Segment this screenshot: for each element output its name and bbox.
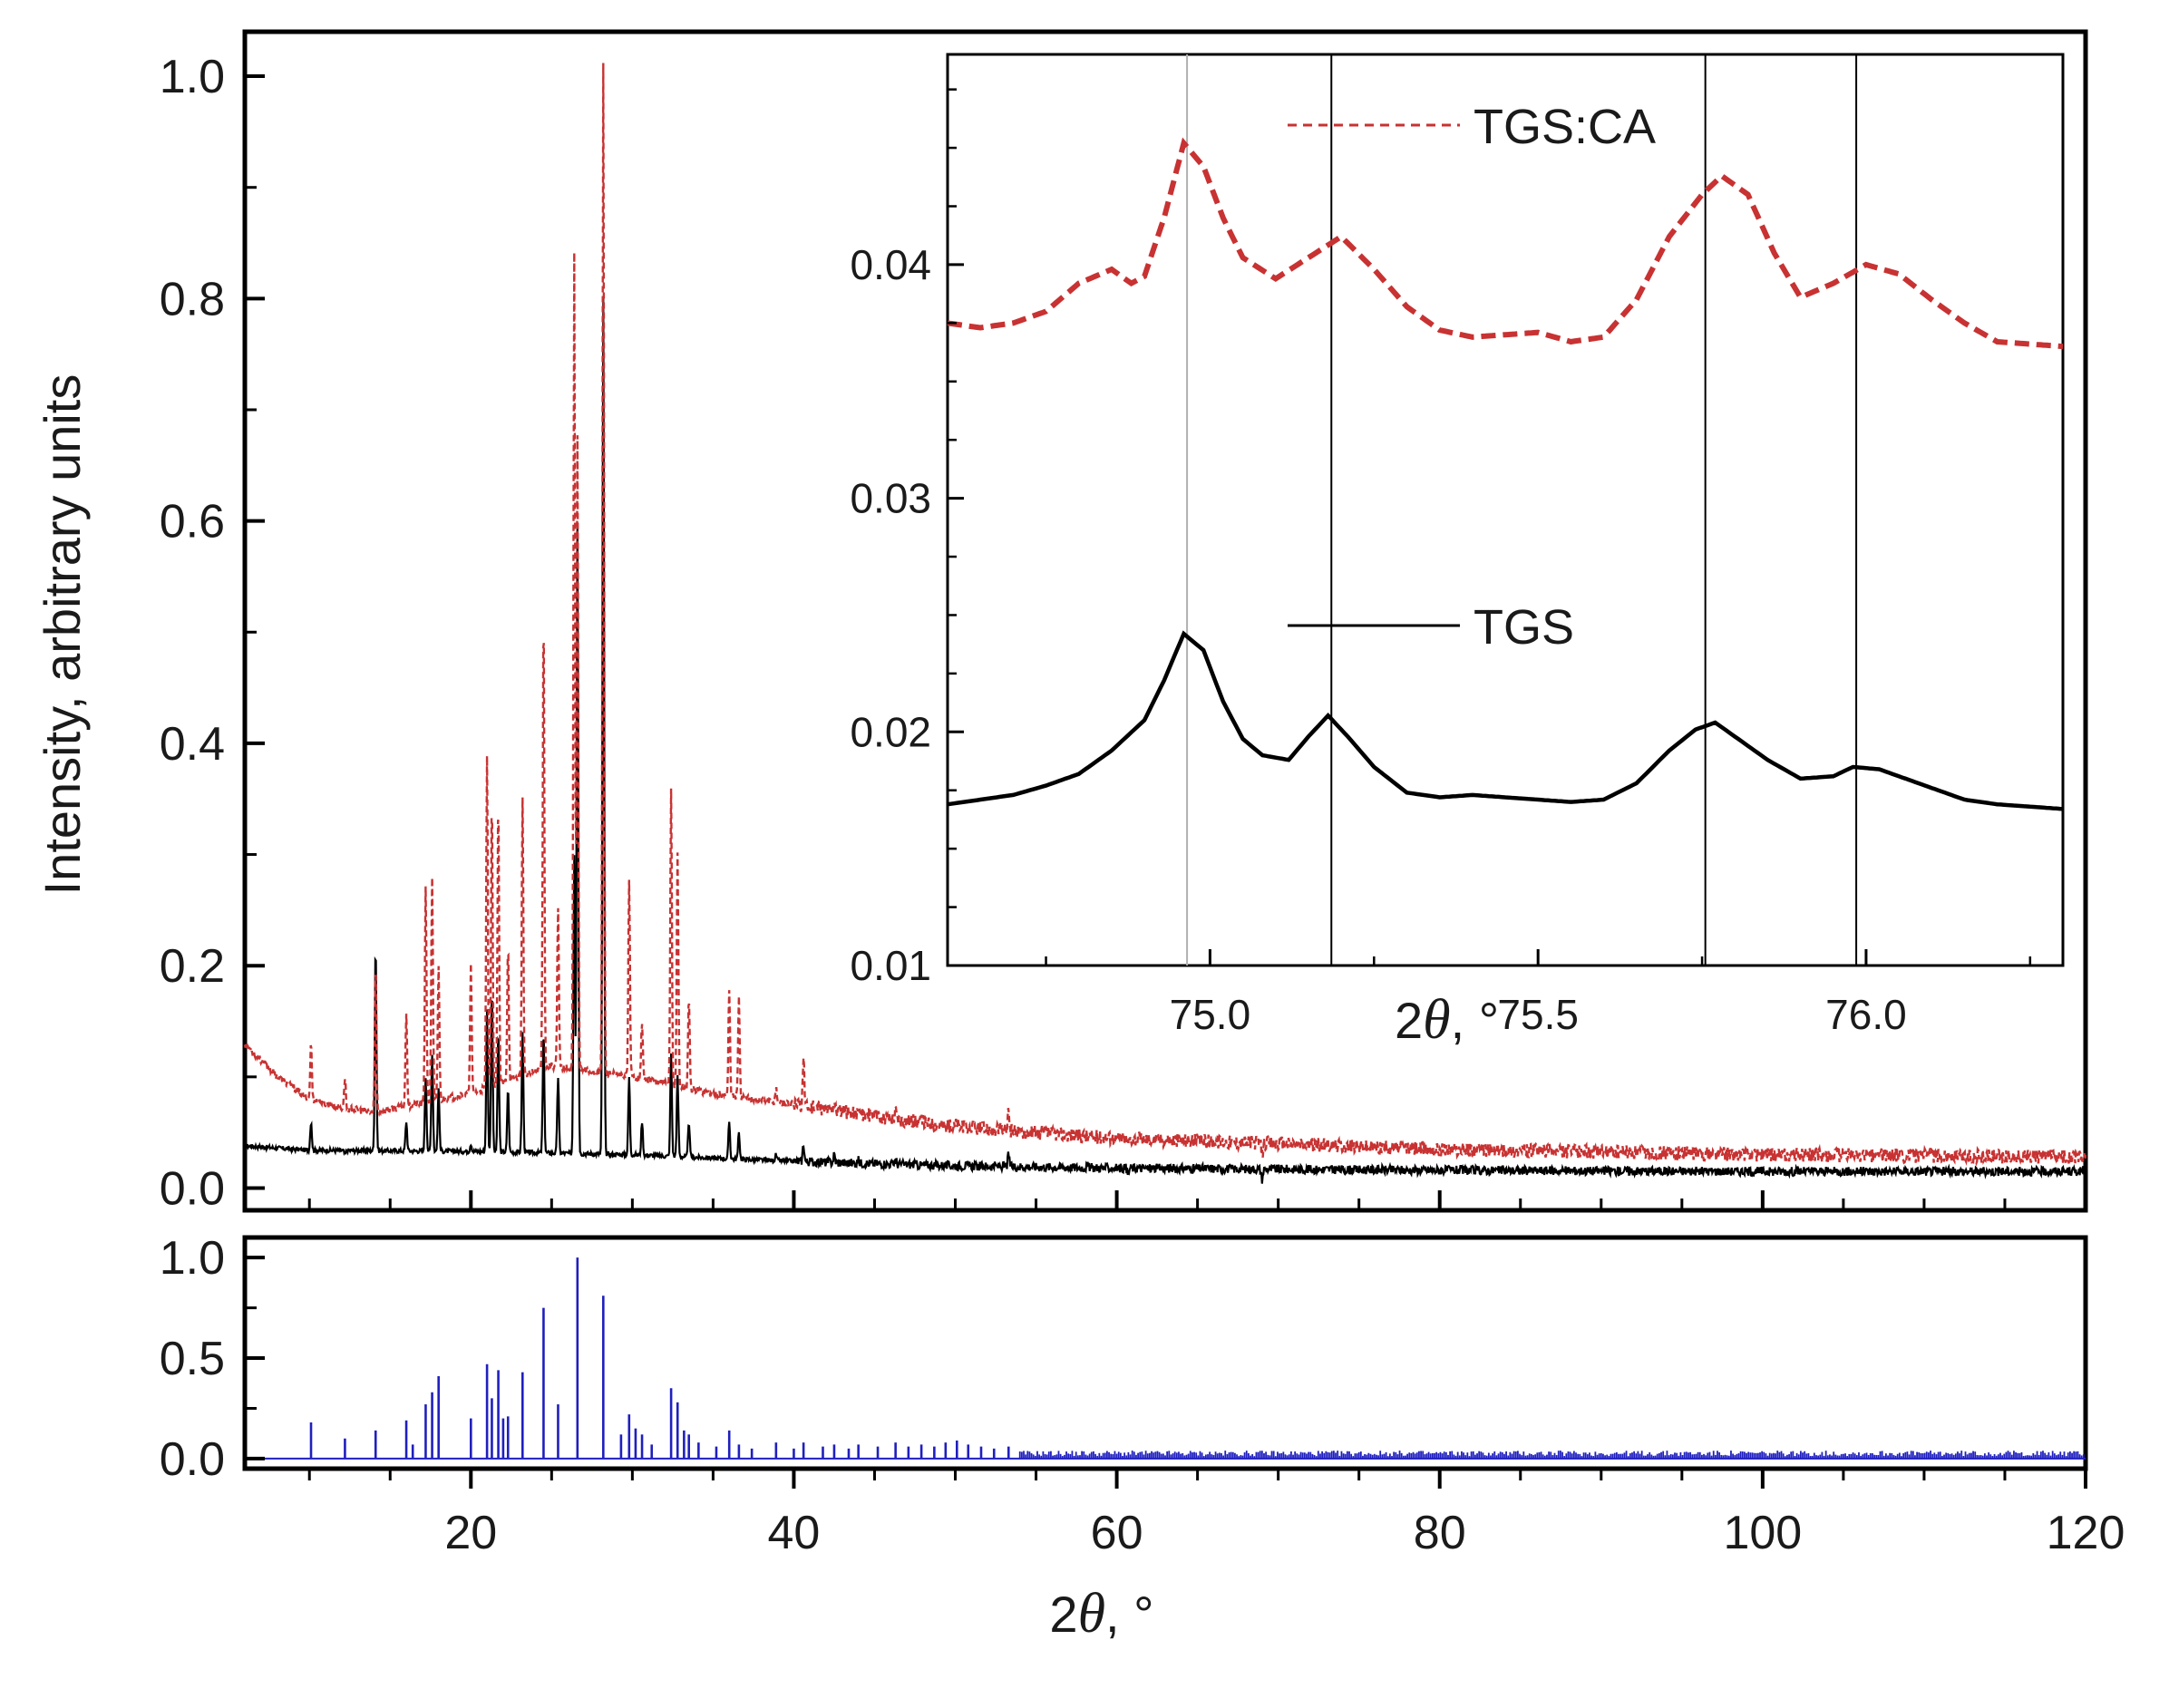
x-tick-label: 40 [768, 1507, 821, 1559]
x-title-prefix: 2 [1049, 1586, 1077, 1643]
inset-y-tick-label: 0.04 [850, 241, 931, 288]
main-series-line-tgs [244, 296, 2087, 1184]
inset-plot-frame [946, 53, 2065, 967]
inset-ticks-group: 0.01 0.02 0.03 0.04 75.0 75.5 76.0 [850, 88, 2032, 1038]
inset-x-tick-label: 76.0 [1825, 991, 1907, 1038]
reference-y-tick-label: 1.0 [160, 1232, 225, 1285]
inset-series-group [947, 137, 2064, 811]
reference-y-tick-label: 0.0 [160, 1433, 225, 1486]
main-y-tick-label: 0.2 [160, 940, 225, 993]
inset-series-line-tgs [947, 630, 2064, 811]
main-y-tick-label: 0.6 [160, 496, 225, 548]
inset-series-line-tgsca [947, 137, 2064, 350]
main-y-tick-label: 1.0 [160, 51, 225, 103]
inset-legend: TGS:CA TGS [1288, 100, 1656, 655]
x-tick-label: 100 [1723, 1507, 1802, 1559]
x-tick-label: 20 [444, 1507, 497, 1559]
inset-y-tick-label: 0.02 [850, 708, 931, 755]
inset-x-axis-title: 2θ, ° [1395, 989, 1499, 1051]
reference-panel: 0.0 0.5 1.0 20 40 60 80 100 120 [160, 1232, 2125, 1559]
legend-label-tgs: TGS [1474, 600, 1574, 655]
x-title-suffix: , ° [1105, 1586, 1154, 1643]
main-series-group [243, 63, 2087, 1184]
reference-sticks-group [245, 1257, 2086, 1460]
x-tick-label: 80 [1414, 1507, 1466, 1559]
main-plot-frame [242, 29, 2088, 1213]
inset-x-title-suffix: , ° [1451, 992, 1500, 1049]
inset-x-tick-label: 75.5 [1497, 991, 1579, 1038]
main-series-line-tgsca [243, 63, 2087, 1167]
inset-x-title-prefix: 2 [1395, 992, 1423, 1049]
inset-x-title-theta: θ [1423, 989, 1450, 1051]
inset-reference-lines [1186, 54, 1858, 966]
inset-y-tick-label: 0.03 [850, 475, 931, 522]
x-tick-label: 120 [2047, 1507, 2125, 1559]
main-y-tick-label: 0.0 [160, 1162, 225, 1215]
main-y-tick-label: 0.4 [160, 718, 225, 771]
main-ticks-group: 0.0 0.2 0.4 0.6 0.8 1.0 [160, 51, 2087, 1215]
bottom-x-axis-title: 2θ, ° [1049, 1583, 1153, 1645]
reference-plot-frame [242, 1235, 2088, 1471]
main-y-axis-title: Intensity, arbitrary units [34, 374, 91, 896]
x-title-theta: θ [1078, 1583, 1105, 1645]
inset-y-tick-label: 0.01 [850, 942, 931, 989]
reference-y-tick-label: 0.5 [160, 1333, 225, 1385]
main-y-tick-label: 0.8 [160, 273, 225, 325]
x-tick-label: 60 [1091, 1507, 1143, 1559]
reference-ticks-group: 0.0 0.5 1.0 20 40 60 80 100 120 [160, 1232, 2125, 1559]
inset-x-tick-label: 75.0 [1170, 991, 1251, 1038]
main-panel: 0.0 0.2 0.4 0.6 0.8 1.0 [160, 29, 2088, 1215]
legend-label-tgsca: TGS:CA [1474, 100, 1656, 154]
